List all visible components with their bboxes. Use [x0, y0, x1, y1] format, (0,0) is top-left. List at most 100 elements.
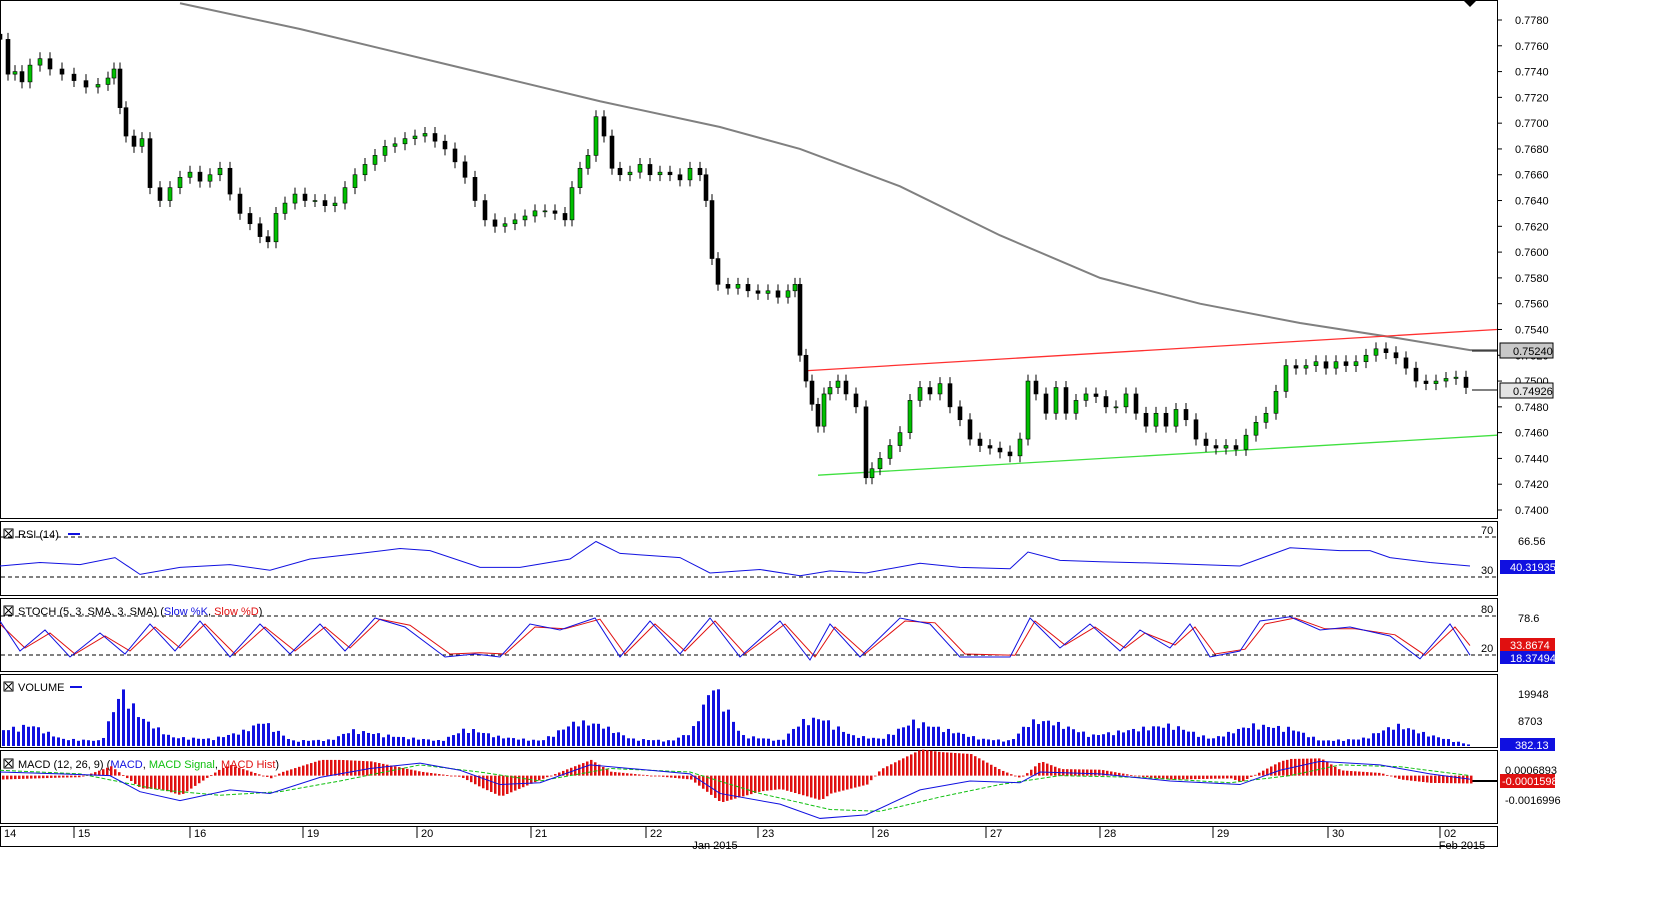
candle-body [877, 458, 883, 470]
macd-hist-bar [1154, 775, 1157, 779]
macd-hist-bar [1406, 775, 1409, 781]
macd-hist-bar [398, 767, 401, 776]
candle-body [482, 200, 488, 221]
volume-bar [1462, 743, 1465, 746]
volume-bar [67, 740, 70, 746]
volume-bar [1392, 729, 1395, 746]
candle-body [1463, 376, 1469, 388]
macd-hist-bar [766, 775, 769, 791]
volume-bar [247, 731, 250, 746]
volume-bar [1117, 730, 1120, 746]
candle-body [1017, 438, 1023, 457]
volume-bar [32, 726, 35, 746]
macd-hist-bar [1270, 766, 1273, 776]
macd-hist-bar [450, 775, 453, 777]
macd-hist-bar [202, 775, 205, 781]
candle-body [502, 223, 508, 227]
volume-bar [867, 738, 870, 746]
volume-bar [612, 733, 615, 746]
volume-bar [1167, 723, 1170, 746]
scroll-arrow-icon[interactable] [1464, 1, 1476, 7]
volume-bar [737, 730, 740, 746]
price-tick-label: 0.7580 [1515, 273, 1549, 285]
macd-hist-bar [382, 763, 385, 776]
volume-bar [1202, 735, 1205, 746]
resistance-trendline[interactable] [805, 328, 1498, 372]
volume-tick-2: 8703 [1518, 716, 1542, 728]
macd-hist-bar [438, 774, 441, 776]
macd-hist-bar [602, 766, 605, 776]
macd-hist-bar [330, 759, 333, 776]
volume-close-icon[interactable] [3, 681, 14, 692]
macd-hist-bar [1282, 760, 1285, 776]
macd-hist-bar [122, 775, 125, 776]
volume-bar [797, 726, 800, 746]
volume-bar [102, 737, 105, 746]
volume-bar [567, 726, 570, 746]
time-label: 02 [1444, 828, 1456, 840]
macd-hist-bar [1354, 771, 1357, 776]
support-trendline[interactable] [817, 434, 1498, 476]
macd-hist-bar [1434, 775, 1437, 783]
volume-bar [1387, 727, 1390, 746]
volume-bar [662, 741, 665, 746]
candles [0, 27, 1469, 485]
macd-hist-bar [1402, 775, 1405, 780]
candle-body [593, 116, 599, 156]
macd-hist-bar [1330, 764, 1333, 776]
macd-hist-bar [878, 771, 881, 776]
volume-bar [402, 736, 405, 746]
macd-hist-bar [322, 759, 325, 776]
volume-bar [592, 723, 595, 746]
stoch-d-box [1500, 638, 1555, 651]
volume-bar [1337, 739, 1340, 746]
macd-hist-bar [1054, 766, 1057, 776]
candle-body [1353, 361, 1359, 366]
macd-hist-bar [402, 767, 405, 776]
macd-hist-bar [1118, 772, 1121, 776]
candle-body [637, 164, 643, 173]
candle-body [207, 174, 213, 182]
macd-hist-bar [326, 759, 329, 776]
macd-hist-bar [14, 775, 17, 780]
macd-panel [0, 750, 1498, 824]
macd-hist-bar [486, 775, 489, 791]
macd-hist-bar [1462, 775, 1465, 784]
candle-body [332, 202, 338, 206]
volume-bar [347, 733, 350, 746]
macd-hist-bar [714, 775, 717, 798]
macd-hist-bar [434, 773, 437, 776]
volume-bar [1207, 738, 1210, 746]
macd-close-icon[interactable] [3, 758, 14, 769]
macd-hist-bar [1394, 775, 1397, 778]
rsi-close-icon[interactable] [3, 528, 14, 539]
macd-hist-bar [246, 770, 249, 776]
volume-bar [1322, 740, 1325, 746]
price-tick-label: 0.7680 [1515, 144, 1549, 156]
volume-bar [872, 737, 875, 746]
volume-bar [1412, 729, 1415, 746]
volume-bar [502, 738, 505, 746]
candle-body [382, 146, 388, 156]
macd-hist-bar [350, 760, 353, 776]
rsi-current-label: 40.31935 [1510, 562, 1556, 574]
macd-hist-bar [226, 766, 229, 776]
macd-hist-bar [1030, 769, 1033, 776]
candle-body [803, 354, 809, 382]
macd-hist-bar [1226, 775, 1229, 779]
volume-bar [1312, 736, 1315, 746]
candle-body [532, 210, 538, 217]
volume-bar [1022, 726, 1025, 746]
volume-bar [767, 738, 770, 746]
macd-hist-bar [586, 761, 589, 776]
macd-hist-bar [794, 775, 797, 794]
macd-hist-bar [810, 775, 813, 798]
macd-hist-bar [838, 775, 841, 792]
stoch-close-icon[interactable] [3, 605, 14, 616]
price-tick-label: 0.7400 [1515, 505, 1549, 517]
macd-hist-bar [742, 775, 745, 797]
macd-hist-bar [1110, 771, 1113, 776]
macd-hist-bar [1378, 772, 1381, 776]
volume-bar [292, 740, 295, 746]
volume-bar [92, 740, 95, 746]
